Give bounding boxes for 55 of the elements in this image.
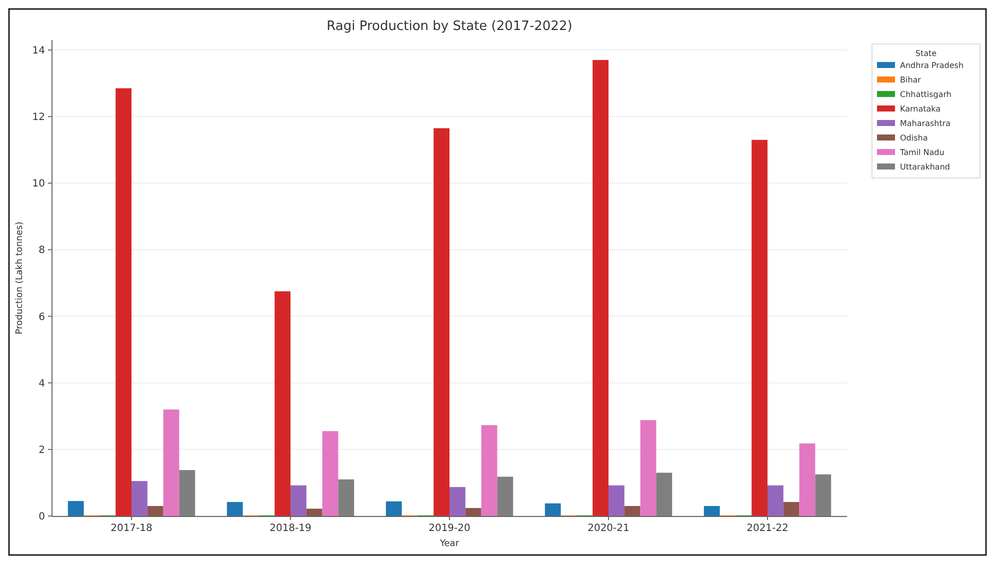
x-tick-label: 2020-21 xyxy=(588,523,630,534)
bar xyxy=(290,485,306,516)
bar xyxy=(386,501,402,516)
legend-label: Chhattisgarh xyxy=(900,90,952,99)
bar xyxy=(163,409,180,516)
bar xyxy=(179,470,196,516)
bar xyxy=(592,60,608,516)
bar xyxy=(434,128,450,516)
bar xyxy=(799,443,816,516)
bar xyxy=(226,502,243,516)
legend-label: Karnataka xyxy=(900,104,941,114)
y-tick-label: 14 xyxy=(32,45,45,56)
legend-label: Bihar xyxy=(900,76,922,84)
bar xyxy=(68,501,84,516)
bar xyxy=(322,431,338,516)
y-tick-label: 4 xyxy=(38,378,45,390)
bar xyxy=(132,481,148,516)
x-axis-title: Year xyxy=(438,539,460,549)
bar xyxy=(481,425,498,516)
bar xyxy=(640,420,656,516)
legend-label: Maharashtra xyxy=(900,119,951,128)
legend-label: Odisha xyxy=(900,134,928,142)
bar xyxy=(147,506,164,516)
legend-title: State xyxy=(915,49,937,58)
x-tick-label: 2017-18 xyxy=(110,523,152,534)
y-tick-label: 0 xyxy=(38,512,45,522)
bar xyxy=(815,474,832,516)
y-tick-label: 12 xyxy=(32,112,45,124)
bar xyxy=(274,291,290,516)
y-axis-title: Production (Lakh tonnes) xyxy=(15,222,25,334)
bar xyxy=(450,487,466,516)
bar xyxy=(768,485,784,516)
legend-label: Uttarakhand xyxy=(900,162,950,172)
bar xyxy=(116,88,132,516)
bar xyxy=(608,485,624,516)
x-tick-label: 2019-20 xyxy=(428,523,470,534)
x-tick-label: 2021-22 xyxy=(746,523,788,534)
legend-label: Andhra Pradesh xyxy=(900,61,964,70)
bar xyxy=(656,472,672,516)
y-tick-label: 2 xyxy=(38,444,45,456)
legend-label: Tamil Nadu xyxy=(899,148,944,157)
bar xyxy=(544,503,561,516)
bar xyxy=(465,508,482,516)
chart-title: Ragi Production by State (2017-2022) xyxy=(326,19,572,34)
y-tick-label: 10 xyxy=(32,178,45,190)
bar xyxy=(624,506,640,516)
bar xyxy=(783,502,800,516)
y-tick-label: 8 xyxy=(38,245,45,256)
bar xyxy=(704,506,720,516)
bar xyxy=(497,476,514,516)
y-tick-label: 6 xyxy=(38,312,45,323)
bar xyxy=(306,508,322,516)
bar xyxy=(338,479,354,516)
x-tick-label: 2018-19 xyxy=(270,523,312,534)
bar xyxy=(752,140,768,516)
